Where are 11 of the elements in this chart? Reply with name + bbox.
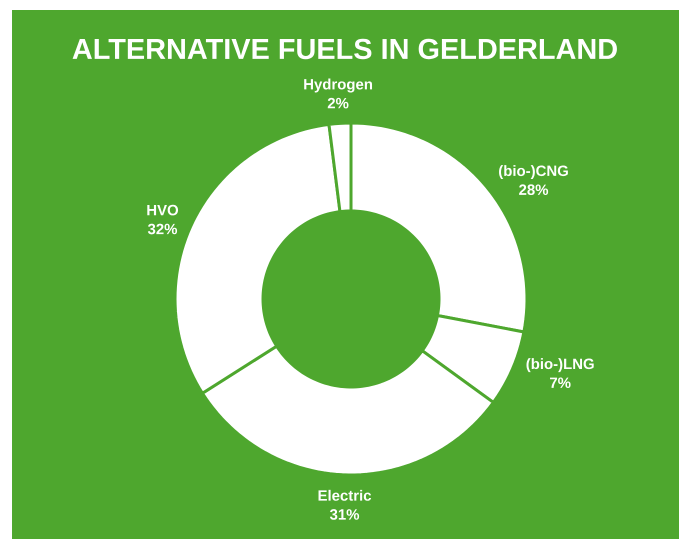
data-label: 7% <box>550 378 571 388</box>
data-label: 32% <box>148 224 178 234</box>
data-label: 2% <box>328 98 348 108</box>
data-label: 28% <box>519 184 548 196</box>
slice-label: (bio-)CNG <box>499 165 568 180</box>
slice-label: Electric <box>318 490 372 501</box>
slice-label: Hydrogen <box>304 78 372 93</box>
slice-label: (bio-)LNG <box>526 358 594 372</box>
slice-label: HVO <box>147 204 178 216</box>
chart-title: ALTERNATIVE FUELS IN GELDERLAND <box>72 38 617 60</box>
data-label: 31% <box>330 509 360 520</box>
